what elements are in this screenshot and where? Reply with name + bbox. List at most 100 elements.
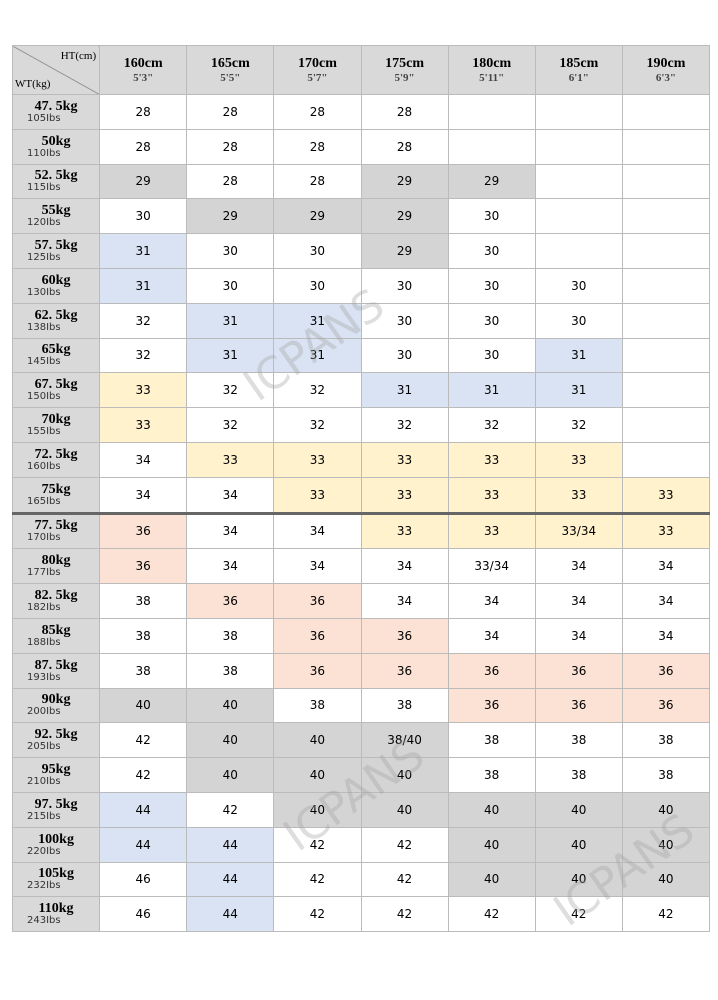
size-row: 95kg 210Ibs 42 40 40 40 38 38 38 xyxy=(11,757,711,793)
size-cell: 38 xyxy=(186,652,275,689)
column-header: 170cm 5'7" xyxy=(273,45,362,95)
size-row: 82. 5kg 182Ibs 38 36 36 34 34 34 34 xyxy=(11,583,711,619)
size-cell: 33 xyxy=(534,441,623,478)
weight-lbs: 105Ibs xyxy=(27,112,61,124)
size-row: 60kg 130Ibs 31 30 30 30 30 30 xyxy=(11,267,711,304)
size-cell: 34 xyxy=(99,441,188,478)
size-cell: 28 xyxy=(273,128,362,165)
weight-cell: 60kg 130Ibs xyxy=(11,267,101,304)
size-cell: 38 xyxy=(447,722,536,759)
size-cell: 32 xyxy=(360,407,449,443)
size-cell: 40 xyxy=(360,791,449,828)
weight-kg: 65kg xyxy=(41,342,71,358)
size-cell: 33/34 xyxy=(534,512,623,550)
weight-lbs: 200Ibs xyxy=(27,706,61,718)
size-row: 50kg 110Ibs 28 28 28 28 xyxy=(11,128,711,165)
size-cell: 46 xyxy=(99,861,188,898)
size-cell: 36 xyxy=(99,512,188,550)
size-cell: 38 xyxy=(621,757,711,793)
size-cell: 44 xyxy=(186,826,275,863)
weight-cell: 55kg 120Ibs xyxy=(11,198,101,235)
size-cell: 42 xyxy=(360,826,449,863)
size-cell: 44 xyxy=(186,896,275,933)
size-row: 55kg 120Ibs 30 29 29 29 30 xyxy=(11,198,711,235)
size-cell: 32 xyxy=(273,372,362,409)
weight-kg: 92. 5kg xyxy=(34,727,78,743)
size-cell: 40 xyxy=(273,791,362,828)
size-cell: 42 xyxy=(534,896,623,933)
weight-lbs: 160Ibs xyxy=(27,460,61,472)
size-cell xyxy=(621,128,711,165)
size-cell: 28 xyxy=(186,163,275,200)
size-cell: 38 xyxy=(186,617,275,654)
size-cell: 30 xyxy=(447,198,536,235)
size-cell: 33 xyxy=(273,476,362,514)
size-cell: 32 xyxy=(447,407,536,443)
column-header: 165cm 5'5" xyxy=(186,45,275,95)
size-cell: 33 xyxy=(534,476,623,514)
size-cell: 42 xyxy=(447,896,536,933)
size-cell xyxy=(534,128,623,165)
size-cell: 38 xyxy=(273,687,362,724)
weight-cell: 62. 5kg 138Ibs xyxy=(11,302,101,339)
weight-kg: 105kg xyxy=(38,866,74,882)
size-cell: 30 xyxy=(99,198,188,235)
size-cell: 44 xyxy=(186,861,275,898)
size-cell: 40 xyxy=(534,791,623,828)
weight-lbs: 182Ibs xyxy=(27,602,61,614)
size-cell: 30 xyxy=(447,302,536,339)
size-cell: 40 xyxy=(186,722,275,759)
weight-cell: 92. 5kg 205Ibs xyxy=(11,722,101,759)
weight-kg: 100kg xyxy=(38,831,74,847)
column-header: 180cm 5'11" xyxy=(447,45,536,95)
size-cell: 36 xyxy=(447,687,536,724)
size-cell: 34 xyxy=(534,548,623,585)
weight-kg: 67. 5kg xyxy=(34,377,78,393)
size-cell: 42 xyxy=(273,896,362,933)
weight-lbs: 177Ibs xyxy=(27,567,61,579)
weight-cell: 75kg 165Ibs xyxy=(11,476,101,514)
size-cell: 36 xyxy=(273,583,362,619)
size-cell: 42 xyxy=(99,757,188,793)
weight-kg: 95kg xyxy=(41,762,71,778)
weight-cell: 95kg 210Ibs xyxy=(11,757,101,793)
size-cell: 38 xyxy=(534,722,623,759)
height-cm: 175cm xyxy=(385,56,424,71)
size-cell: 33 xyxy=(99,407,188,443)
size-cell: 40 xyxy=(621,791,711,828)
size-cell: 40 xyxy=(186,757,275,793)
header-row: HT(cm) WT(kg) 160cm 5'3" 165cm 5'5" 170cm 5'7"… xyxy=(11,45,711,95)
size-cell: 34 xyxy=(447,617,536,654)
weight-lbs: 243Ibs xyxy=(27,915,61,927)
size-cell: 38 xyxy=(621,722,711,759)
size-cell: 42 xyxy=(621,896,711,933)
size-cell: 36 xyxy=(186,583,275,619)
weight-cell: 77. 5kg 170Ibs xyxy=(11,512,101,550)
weight-cell: 70kg 155Ibs xyxy=(11,407,101,443)
weight-kg: 110kg xyxy=(38,901,74,917)
height-ft: 5'3" xyxy=(133,72,154,84)
size-cell: 29 xyxy=(186,198,275,235)
size-cell: 30 xyxy=(360,302,449,339)
weight-cell: 97. 5kg 215Ibs xyxy=(11,791,101,828)
size-row: 47. 5kg 105Ibs 28 28 28 28 xyxy=(11,94,711,130)
size-cell: 38 xyxy=(99,617,188,654)
size-cell: 40 xyxy=(360,757,449,793)
size-cell: 36 xyxy=(360,652,449,689)
size-cell: 33 xyxy=(447,512,536,550)
size-cell xyxy=(621,163,711,200)
size-cell: 42 xyxy=(99,722,188,759)
weight-cell: 52. 5kg 115Ibs xyxy=(11,163,101,200)
weight-cell: 100kg 220Ibs xyxy=(11,826,101,863)
size-cell: 34 xyxy=(273,512,362,550)
size-cell: 30 xyxy=(360,337,449,374)
weight-lbs: 170Ibs xyxy=(27,532,61,544)
size-cell: 30 xyxy=(447,267,536,304)
weight-lbs: 220Ibs xyxy=(27,845,61,857)
size-cell: 40 xyxy=(186,687,275,724)
height-ft: 5'9" xyxy=(394,72,415,84)
size-cell: 33 xyxy=(621,512,711,550)
weight-lbs: 193Ibs xyxy=(27,671,61,683)
weight-lbs: 120Ibs xyxy=(27,217,61,229)
size-cell: 40 xyxy=(447,861,536,898)
